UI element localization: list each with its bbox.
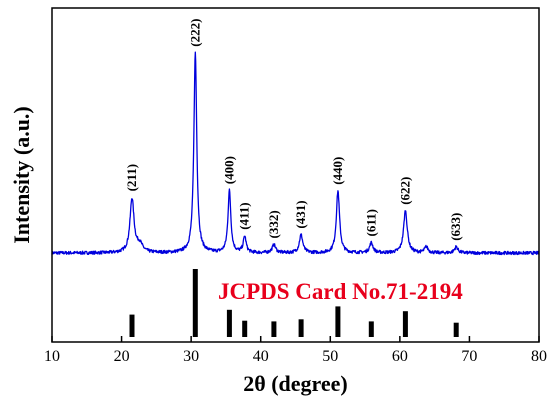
- reference-bars: [129, 269, 459, 337]
- peak-label: (440): [330, 157, 345, 185]
- x-tick-label: 40: [253, 348, 269, 365]
- plot-frame: [51, 7, 540, 343]
- reference-bar: [453, 322, 459, 337]
- reference-bar: [192, 269, 198, 337]
- peak-label: (411): [237, 202, 252, 229]
- reference-bar: [271, 321, 277, 337]
- reference-bar: [402, 311, 408, 337]
- peak-label: (222): [187, 19, 202, 47]
- reference-bar: [298, 319, 304, 337]
- x-tick-label: 30: [183, 348, 199, 365]
- reference-bar: [129, 314, 135, 337]
- peak-label: (622): [397, 177, 412, 205]
- x-axis: 10 20 30 40 50 60 70 80: [44, 336, 547, 365]
- reference-bar: [242, 320, 248, 337]
- peak-label: (611): [363, 209, 378, 236]
- peak-label: (332): [266, 210, 281, 238]
- x-tick-label: 70: [461, 348, 477, 365]
- x-axis-title: 2θ (degree): [243, 371, 348, 396]
- reference-bar: [335, 306, 341, 337]
- peak-label: (431): [293, 200, 308, 228]
- reference-card-label: JCPDS Card No.71-2194: [218, 279, 463, 304]
- y-axis-title: Intensity (a.u.): [9, 106, 34, 244]
- x-tick-label: 20: [114, 348, 130, 365]
- x-tick-label: 60: [392, 348, 408, 365]
- peak-label: (633): [448, 213, 463, 241]
- x-tick-label: 80: [531, 348, 547, 365]
- x-tick-label: 10: [44, 348, 60, 365]
- peak-labels: (211) (222) (400) (411) (332) (431) (440) (611)…: [124, 19, 463, 241]
- x-tick-label: 50: [322, 348, 338, 365]
- reference-bar: [226, 309, 232, 337]
- peak-label: (400): [221, 156, 236, 184]
- xrd-pattern-line: [51, 51, 540, 256]
- peak-label: (211): [124, 164, 139, 191]
- reference-bar: [368, 321, 374, 337]
